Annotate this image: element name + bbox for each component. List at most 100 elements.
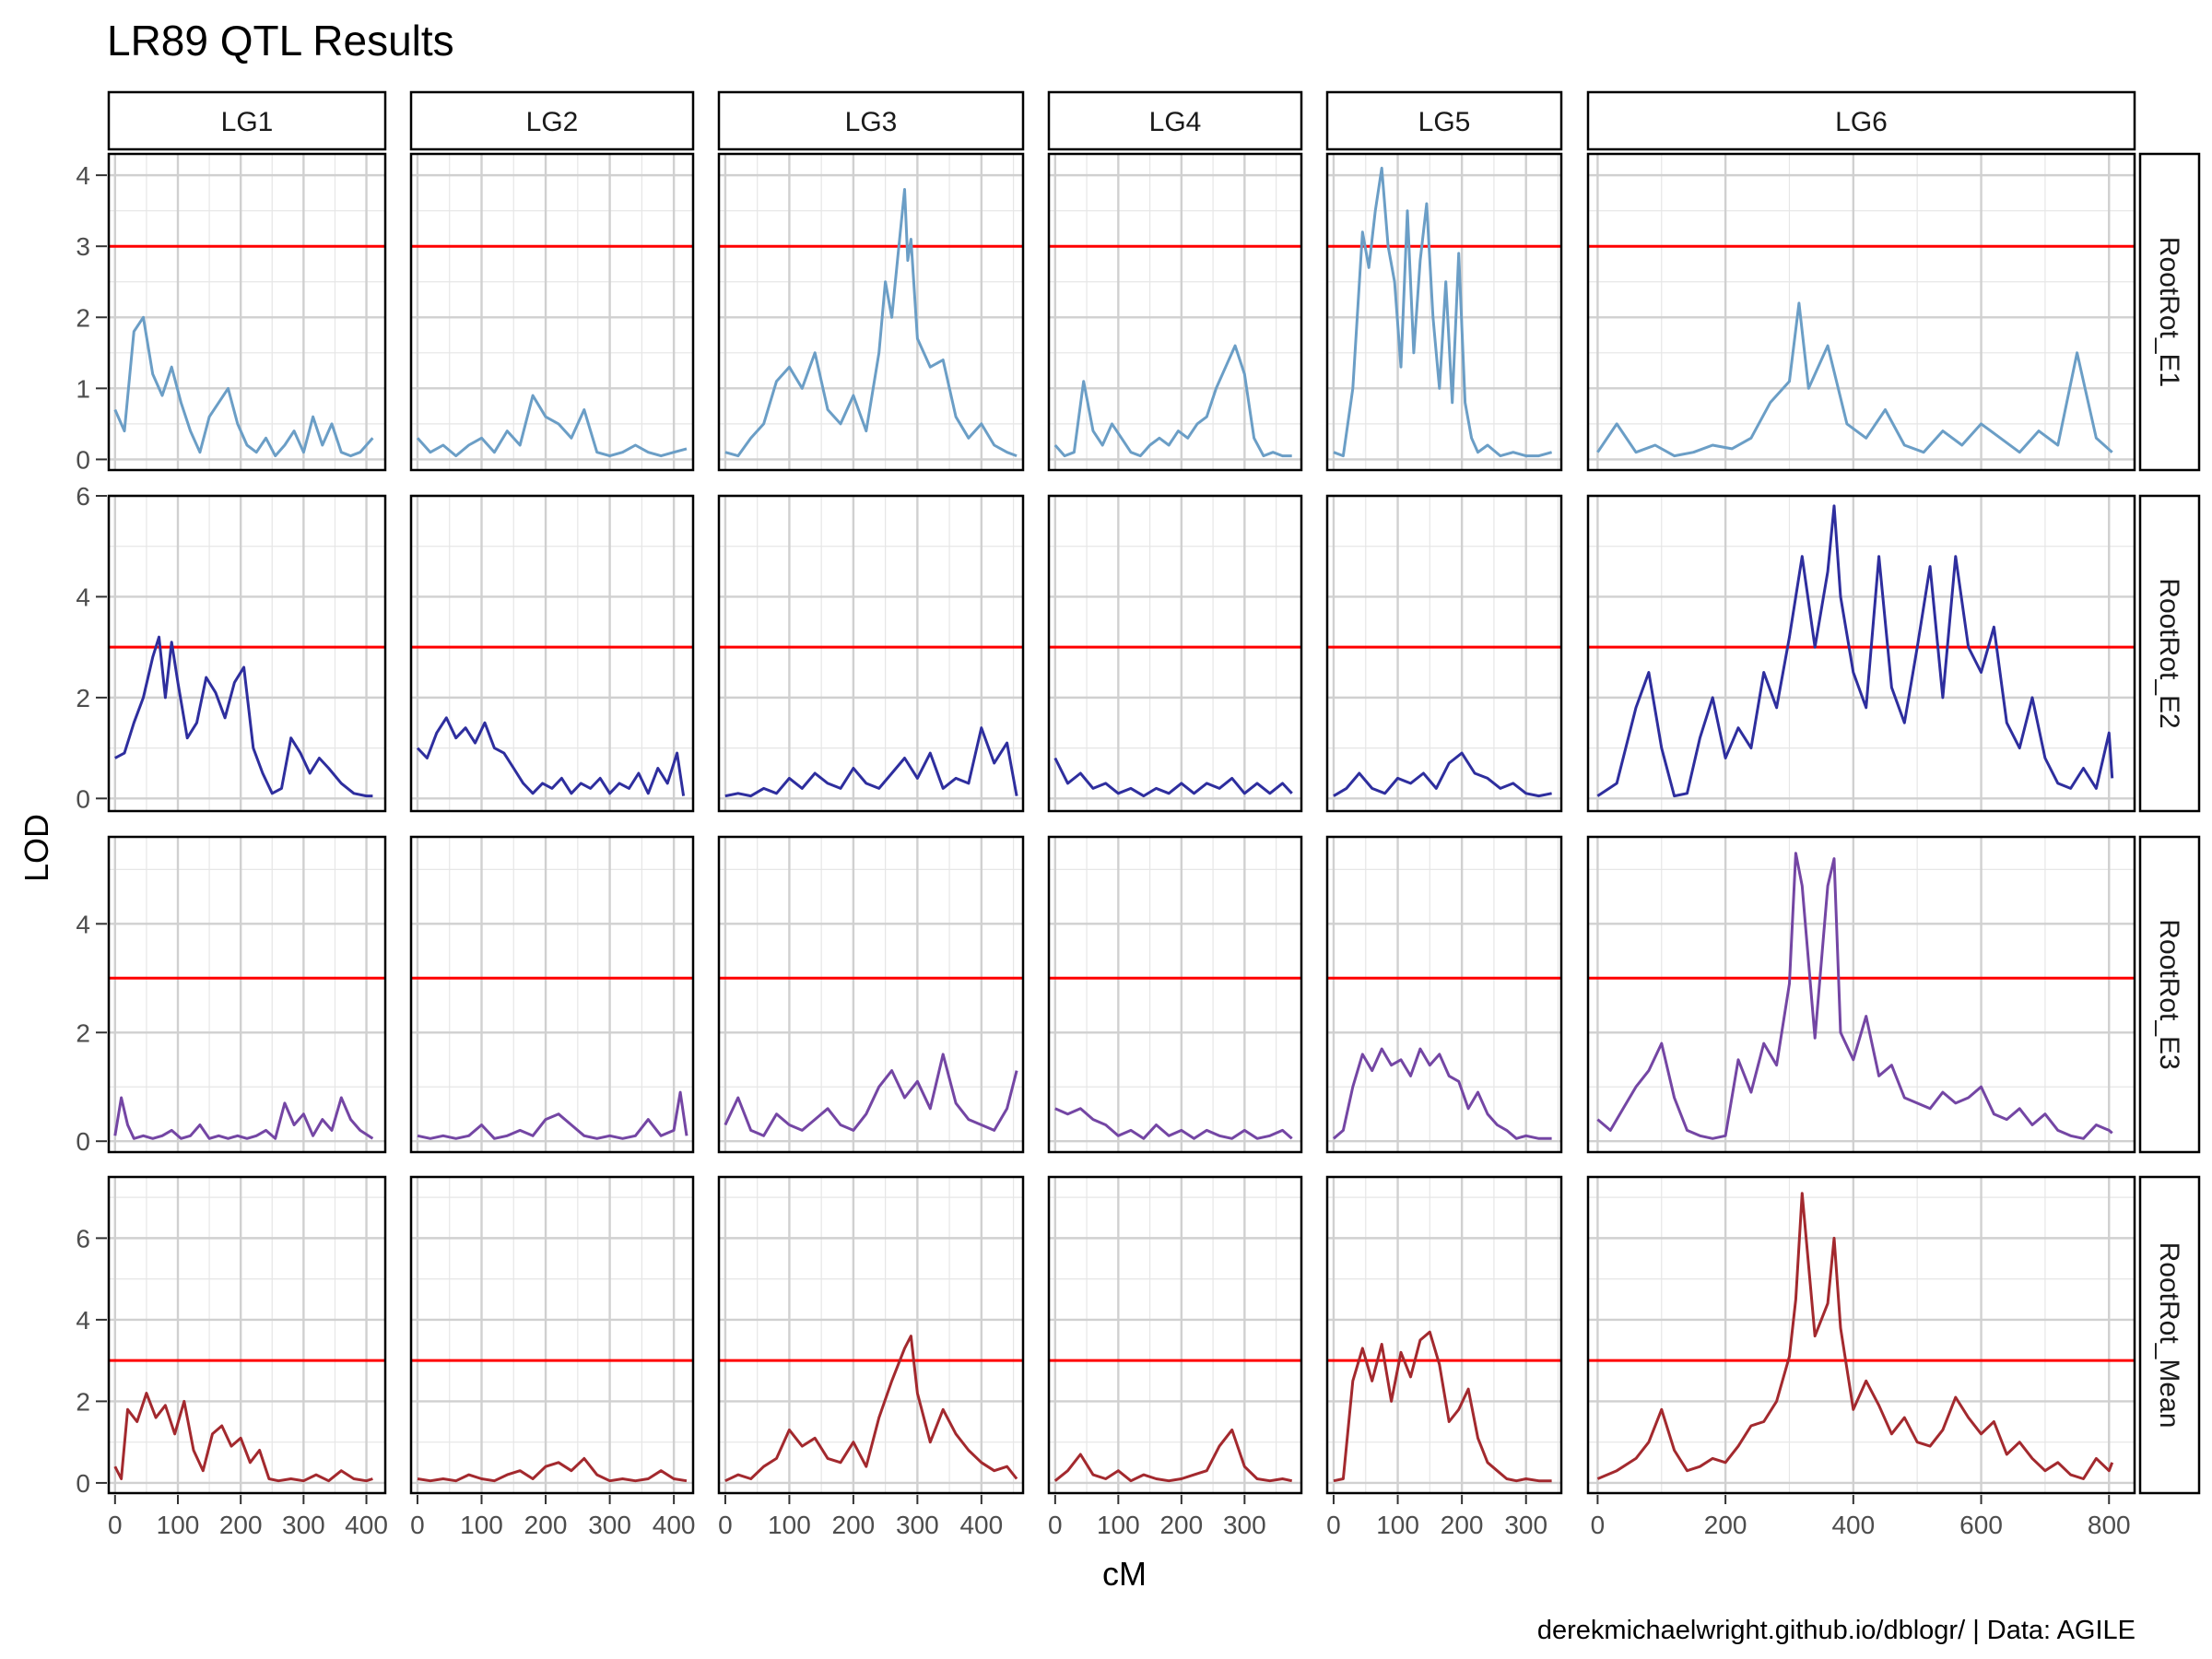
panel-border xyxy=(1325,835,1563,1154)
x-tick-label: 200 xyxy=(1159,1511,1203,1539)
panel-background xyxy=(109,496,385,811)
panel-border xyxy=(409,1175,695,1495)
y-tick-label: 2 xyxy=(76,1018,90,1047)
y-tick-label: 0 xyxy=(76,1127,90,1156)
x-tick-label: 300 xyxy=(282,1511,325,1539)
lod-series-RootRot_E1-LG3 xyxy=(724,188,1018,458)
panel-border xyxy=(717,835,1025,1154)
lod-series-RootRot_E1-LG1 xyxy=(113,315,374,458)
x-tick-label: 100 xyxy=(460,1511,503,1539)
y-tick-label: 2 xyxy=(76,303,90,332)
row-strip-label: RootRot_E3 xyxy=(2154,919,2184,1069)
y-tick-label: 6 xyxy=(76,1224,90,1253)
y-tick-label: 4 xyxy=(76,1306,90,1335)
x-tick-label: 300 xyxy=(1504,1511,1547,1539)
x-tick-label: 0 xyxy=(718,1511,733,1539)
panel-border xyxy=(1325,152,1563,472)
column-strip-label: LG6 xyxy=(1835,107,1888,137)
x-tick-label: 100 xyxy=(1376,1511,1419,1539)
lod-series-RootRot_E2-LG2 xyxy=(416,716,686,796)
chart-title: LR89 QTL Results xyxy=(107,17,454,65)
lod-series-RootRot_E2-LG3 xyxy=(724,726,1018,798)
lod-series-RootRot_Mean-LG1 xyxy=(113,1392,373,1483)
panel-border xyxy=(409,835,695,1154)
lod-series-RootRot_E3-LG5 xyxy=(1333,1047,1552,1140)
row-strip-label: RootRot_Mean xyxy=(2154,1242,2184,1429)
x-tick-label: 800 xyxy=(2088,1511,2131,1539)
panel-border xyxy=(1586,835,2136,1154)
row-strip-RootRot_E2 xyxy=(2138,494,2201,813)
y-tick-label: 1 xyxy=(76,374,90,403)
panel-border xyxy=(107,1175,387,1495)
panel-background xyxy=(109,1177,385,1493)
panel-border xyxy=(717,152,1025,472)
lod-series-RootRot_E1-LG2 xyxy=(416,394,688,458)
panel-background xyxy=(411,837,693,1152)
panel-background xyxy=(719,837,1023,1152)
lod-series-RootRot_E1-LG4 xyxy=(1053,344,1292,458)
x-tick-label: 300 xyxy=(588,1511,631,1539)
x-tick-label: 300 xyxy=(1223,1511,1266,1539)
x-tick-label: 200 xyxy=(832,1511,876,1539)
panel-border xyxy=(1325,1175,1563,1495)
panel-border xyxy=(1325,494,1563,813)
x-tick-label: 0 xyxy=(1326,1511,1341,1539)
lod-series-RootRot_Mean-LG3 xyxy=(724,1335,1018,1483)
y-axis-title: LOD xyxy=(18,814,55,882)
lod-series-RootRot_Mean-LG2 xyxy=(417,1456,688,1483)
panel-background xyxy=(411,1177,693,1493)
x-tick-label: 100 xyxy=(768,1511,811,1539)
panel-border xyxy=(409,152,695,472)
column-strip-LG3 xyxy=(717,90,1025,151)
panel-background xyxy=(1049,837,1301,1152)
panel-background xyxy=(1588,154,2135,470)
panel-border xyxy=(1047,835,1303,1154)
lod-series-RootRot_E3-LG4 xyxy=(1054,1107,1293,1140)
y-tick-label: 3 xyxy=(76,232,90,261)
x-tick-label: 400 xyxy=(653,1511,696,1539)
panel-border xyxy=(717,1175,1025,1495)
x-tick-label: 600 xyxy=(1959,1511,2003,1539)
panel-border xyxy=(1586,494,2136,813)
x-tick-label: 0 xyxy=(1048,1511,1063,1539)
column-strip-LG1 xyxy=(107,90,387,151)
panel-border xyxy=(1047,1175,1303,1495)
x-tick-label: 400 xyxy=(959,1511,1003,1539)
lod-series-RootRot_E2-LG4 xyxy=(1053,757,1293,798)
row-strip-RootRot_E1 xyxy=(2138,152,2201,472)
lod-series-RootRot_E2-LG1 xyxy=(114,635,373,798)
y-tick-label: 6 xyxy=(76,482,90,511)
panel-border xyxy=(1586,152,2136,472)
x-axis-title: cM xyxy=(1102,1555,1147,1593)
column-strip-LG2 xyxy=(409,90,695,151)
x-tick-label: 0 xyxy=(108,1511,123,1539)
panel-background xyxy=(719,496,1023,811)
row-strip-label: RootRot_E2 xyxy=(2154,578,2184,728)
lod-series-RootRot_Mean-LG5 xyxy=(1333,1330,1552,1483)
lod-series-RootRot_E1-LG6 xyxy=(1596,301,2113,458)
x-tick-label: 0 xyxy=(1591,1511,1606,1539)
column-strip-LG6 xyxy=(1586,90,2136,151)
panel-border xyxy=(409,494,695,813)
chart-caption: derekmichaelwright.github.io/dblogr/ | D… xyxy=(1537,1616,2136,1645)
row-strip-RootRot_E3 xyxy=(2138,835,2201,1154)
y-tick-label: 0 xyxy=(76,784,90,813)
panel-background xyxy=(109,154,385,470)
column-strip-label: LG5 xyxy=(1418,107,1471,137)
x-tick-label: 100 xyxy=(1097,1511,1140,1539)
y-tick-label: 4 xyxy=(76,910,90,938)
panel-background xyxy=(1049,496,1301,811)
y-tick-label: 0 xyxy=(76,1469,90,1498)
panel-border xyxy=(1586,1175,2136,1495)
lod-series-RootRot_E3-LG1 xyxy=(113,1096,374,1140)
panel-background xyxy=(1588,837,2135,1152)
column-strip-LG4 xyxy=(1047,90,1303,151)
x-tick-label: 400 xyxy=(345,1511,388,1539)
x-tick-label: 400 xyxy=(1831,1511,1875,1539)
lod-series-RootRot_E3-LG3 xyxy=(724,1053,1018,1137)
lod-series-RootRot_E2-LG5 xyxy=(1333,751,1552,798)
panel-background xyxy=(411,496,693,811)
column-strip-label: LG3 xyxy=(845,107,898,137)
